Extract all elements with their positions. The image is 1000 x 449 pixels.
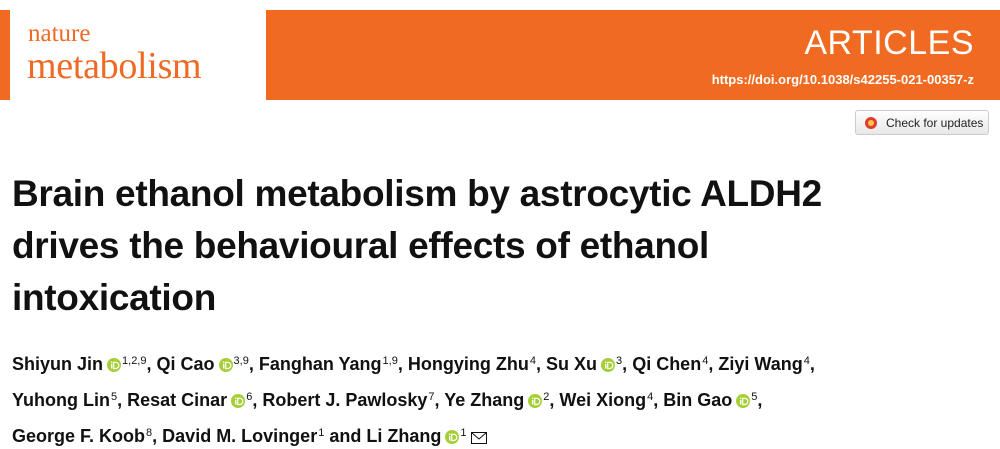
author-name: David M. Lovinger xyxy=(162,426,318,446)
affiliation: 5 xyxy=(110,391,118,403)
author-line: George F. Koob8, David M. Lovinger1 and … xyxy=(12,418,815,449)
author-name: Ye Zhang xyxy=(444,390,525,410)
author-name: Su Xu xyxy=(546,354,598,374)
separator: , xyxy=(117,390,123,410)
author-name: George F. Koob xyxy=(12,426,146,446)
journal-logo xyxy=(10,10,266,100)
author-list: Shiyun Jin 1,2,9, Qi Cao 3,9, Fanghan Yang… xyxy=(12,346,815,449)
mail-icon[interactable] xyxy=(470,423,487,449)
separator: , xyxy=(397,354,403,374)
separator: , xyxy=(809,354,815,374)
separator: , xyxy=(535,354,541,374)
author-name: Hongying Zhu xyxy=(407,354,529,374)
separator: , xyxy=(708,354,714,374)
title-line: Brain ethanol metabolism by astrocytic A… xyxy=(12,173,822,214)
author-name: Yuhong Lin xyxy=(12,390,110,410)
affiliation: 8 xyxy=(146,427,153,439)
affiliation: 1 xyxy=(460,427,467,439)
affiliation: 2 xyxy=(543,391,550,403)
check-updates-button[interactable]: Check for updates xyxy=(855,110,989,135)
affiliation: 1,9 xyxy=(382,355,398,367)
affiliation: 3,9 xyxy=(233,355,249,367)
orcid-icon[interactable] xyxy=(218,351,233,382)
separator: , xyxy=(622,354,628,374)
affiliation: 3 xyxy=(616,355,623,367)
author-line: Shiyun Jin 1,2,9, Qi Cao 3,9, Fanghan Yang… xyxy=(12,346,815,382)
author-name: Shiyun Jin xyxy=(12,354,104,374)
author-name: Ziyi Wang xyxy=(718,354,803,374)
check-icon xyxy=(865,116,877,129)
title-line: drives the behavioural effects of ethano… xyxy=(12,225,710,266)
affiliation: 7 xyxy=(428,391,435,403)
orcid-icon[interactable] xyxy=(736,387,751,418)
orcid-icon[interactable] xyxy=(528,387,543,418)
separator: , xyxy=(549,390,555,410)
journal-name-top: nature xyxy=(28,20,91,47)
article-type: ARTICLES xyxy=(804,24,974,62)
affiliation: 5 xyxy=(751,391,758,403)
affiliation: 6 xyxy=(246,391,253,403)
author-name: Resat Cinar xyxy=(127,390,228,410)
separator: , xyxy=(248,354,254,374)
doi[interactable]: https://doi.org/10.1038/s42255-021-00357… xyxy=(711,72,974,87)
author-name: Fanghan Yang xyxy=(258,354,382,374)
affiliation: 4 xyxy=(529,355,536,367)
author-name: Bin Gao xyxy=(663,390,733,410)
affiliation: 1 xyxy=(318,427,325,439)
affiliation: 4 xyxy=(803,355,810,367)
author-name: Robert J. Pawlosky xyxy=(262,390,428,410)
separator: , xyxy=(653,390,659,410)
author-name: Qi Chen xyxy=(632,354,702,374)
journal-name-bottom: metabolism xyxy=(27,45,202,87)
separator: , xyxy=(434,390,440,410)
separator: , xyxy=(252,390,258,410)
orcid-icon[interactable] xyxy=(231,387,246,418)
affiliation: 1,2,9 xyxy=(122,355,147,367)
button-label: Check for updates xyxy=(886,115,984,130)
separator: , xyxy=(152,426,158,446)
author-line: Yuhong Lin5, Resat Cinar 6, Robert J. Paw… xyxy=(12,382,815,418)
separator: , xyxy=(757,390,763,410)
orcid-icon[interactable] xyxy=(107,351,122,382)
author-name: Qi Cao xyxy=(156,354,215,374)
affiliation: 4 xyxy=(647,391,654,403)
conjunction: and xyxy=(329,426,362,446)
orcid-icon[interactable] xyxy=(445,423,460,449)
author-name: Wei Xiong xyxy=(559,390,647,410)
title-line: intoxication xyxy=(12,277,217,318)
affiliation: 4 xyxy=(702,355,709,367)
separator: , xyxy=(146,354,152,374)
author-name: Li Zhang xyxy=(366,426,442,446)
article-title: Brain ethanol metabolism by astrocytic A… xyxy=(12,168,822,324)
orcid-icon[interactable] xyxy=(601,351,616,382)
